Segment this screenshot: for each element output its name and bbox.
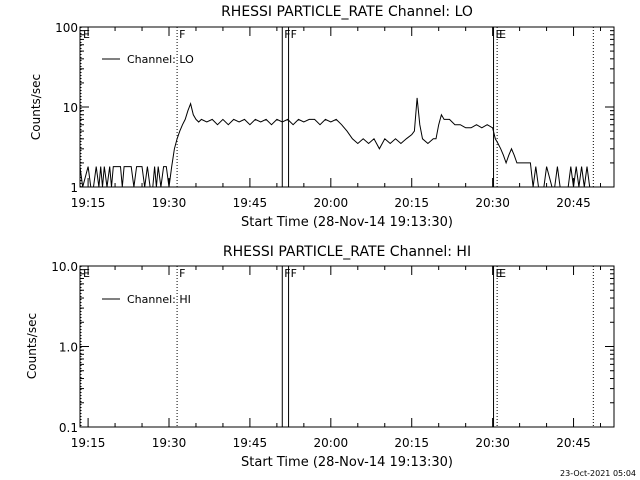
y-axis-label: Counts/sec bbox=[29, 74, 43, 140]
x-tick-label: 20:15 bbox=[394, 196, 429, 210]
series-line-lo bbox=[79, 97, 591, 188]
footer-timestamp: 23-Oct-2021 05:04 bbox=[560, 469, 636, 478]
marker-label: E bbox=[496, 267, 503, 280]
marker-label: F bbox=[179, 267, 185, 280]
marker-label: E bbox=[499, 267, 506, 280]
plot-frame bbox=[79, 26, 615, 188]
marker-label: F bbox=[291, 28, 297, 41]
y-axis-label: Counts/sec bbox=[25, 313, 39, 379]
marker-label: E bbox=[499, 28, 506, 41]
y-axis: 0.1 1.0 10.0 bbox=[51, 260, 614, 435]
marker-label: F bbox=[291, 267, 297, 280]
panel-hi: RHESSI PARTICLE_RATE Channel: HI E F F F EE … bbox=[25, 244, 615, 470]
y-tick-label: 100 bbox=[55, 21, 78, 35]
x-tick-label: 20:00 bbox=[314, 196, 349, 210]
marker-lines: E F F F EE bbox=[80, 266, 594, 427]
x-tick-label: 19:15 bbox=[71, 196, 106, 210]
marker-label: E bbox=[496, 28, 503, 41]
x-tick-label: 19:45 bbox=[233, 196, 268, 210]
y-tick-label: 1 bbox=[70, 181, 78, 195]
y-tick-label: 1.0 bbox=[59, 341, 78, 355]
y-tick-label: 10.0 bbox=[51, 260, 78, 274]
marker-lines: E F F F EE bbox=[80, 27, 594, 187]
panel-lo: RHESSI PARTICLE_RATE Channel: LO E F F F EE … bbox=[29, 4, 615, 230]
legend: Channel: LO bbox=[102, 53, 194, 66]
x-tick-label: 20:30 bbox=[475, 196, 510, 210]
x-tick-label: 20:30 bbox=[475, 436, 510, 450]
marker-label: E bbox=[83, 267, 90, 280]
y-axis: 1 10 100 bbox=[55, 21, 614, 195]
marker-label: E bbox=[83, 28, 90, 41]
x-tick-label: 19:30 bbox=[152, 436, 187, 450]
x-axis-label: Start Time (28-Nov-14 19:13:30) bbox=[241, 455, 453, 470]
y-tick-label: 10 bbox=[63, 101, 78, 115]
marker-label: F bbox=[284, 267, 290, 280]
chart-title: RHESSI PARTICLE_RATE Channel: HI bbox=[223, 244, 471, 260]
legend-label: Channel: LO bbox=[127, 53, 194, 66]
chart-title: RHESSI PARTICLE_RATE Channel: LO bbox=[221, 4, 473, 20]
x-tick-label: 19:30 bbox=[152, 196, 187, 210]
x-tick-label: 20:45 bbox=[556, 436, 591, 450]
x-axis-label: Start Time (28-Nov-14 19:13:30) bbox=[241, 215, 453, 230]
x-tick-label: 19:45 bbox=[233, 436, 268, 450]
x-axis: 19:15 19:30 19:45 20:00 20:15 20:30 20:45 bbox=[71, 27, 602, 210]
plot-frame bbox=[79, 265, 615, 428]
x-tick-label: 20:45 bbox=[556, 196, 591, 210]
x-tick-label: 20:00 bbox=[314, 436, 349, 450]
x-tick-label: 19:15 bbox=[71, 436, 106, 450]
x-axis: 19:15 19:30 19:45 20:00 20:15 20:30 20:45 bbox=[71, 266, 602, 450]
marker-label: F bbox=[284, 28, 290, 41]
legend-label: Channel: HI bbox=[127, 293, 191, 306]
y-tick-label: 0.1 bbox=[59, 421, 78, 435]
marker-label: F bbox=[179, 28, 185, 41]
x-tick-label: 20:15 bbox=[394, 436, 429, 450]
legend: Channel: HI bbox=[102, 293, 191, 306]
